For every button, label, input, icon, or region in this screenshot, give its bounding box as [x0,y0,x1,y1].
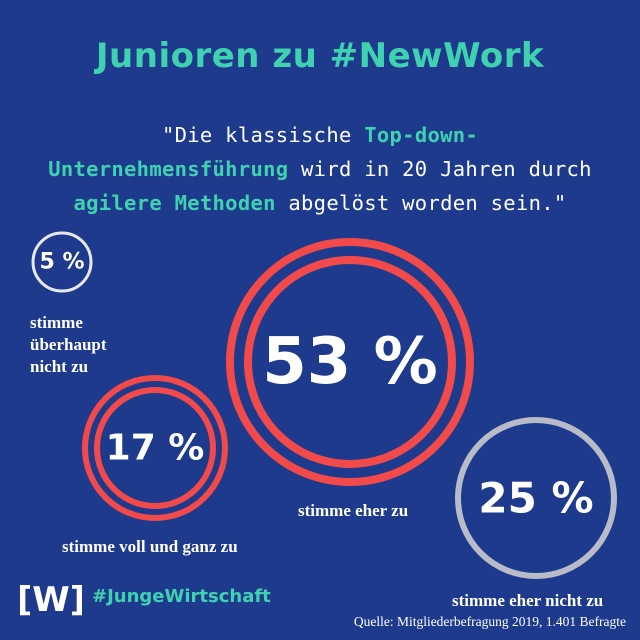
page-title: Junioren zu #NewWork [95,36,545,76]
bubble-25: 25 % [455,417,617,579]
bubble-value-label: 25 % [478,474,593,523]
bubble-value-label: 53 % [262,325,437,399]
label-25-percent: stimme eher nicht zu [452,591,604,610]
label-5-line-1: stimme [30,313,83,332]
bubble-5: 5 % [31,231,93,293]
quote-highlight-3: agilere Methoden [73,191,276,215]
label-53-percent: stimme eher zu [298,501,409,520]
label-5-line-2: überhaupt [30,335,107,354]
label-5-line-3: nicht zu [30,357,89,376]
quote-highlight-2: Unternehmensführung [48,157,289,181]
bubble-value-label: 5 % [39,250,84,275]
brand-logo-text: [W] [20,580,82,618]
quote-part-2: wird in 20 Jahren durch [288,157,592,181]
quote-text: "Die klassische Top-down- Unternehmensfüh… [20,118,620,220]
bubble-ring-outer [226,238,474,486]
bubble-ring-outer [82,375,228,521]
quote-highlight-1: Top-down- [364,123,479,147]
bubble-53: 53 % [226,238,474,486]
label-17-percent: stimme voll und ganz zu [62,537,238,556]
bubble-value-label: 17 % [106,428,205,469]
label-5-percent: stimme überhaupt nicht zu [30,312,150,378]
bubble-ring-outer [31,231,93,293]
bubble-ring-inner [94,387,216,509]
hashtag-link[interactable]: #JungeWirtschaft [92,586,271,607]
brand-logo: [W] [20,580,82,618]
bubble-ring-outer [455,417,617,579]
bubble-ring-inner [244,256,456,468]
quote-part-3: abgelöst worden sein." [275,191,567,215]
source-note: Quelle: Mitgliederbefragung 2019, 1.401 … [353,614,626,629]
bubble-17: 17 % [82,375,228,521]
quote-part-1: "Die klassische [161,123,365,147]
